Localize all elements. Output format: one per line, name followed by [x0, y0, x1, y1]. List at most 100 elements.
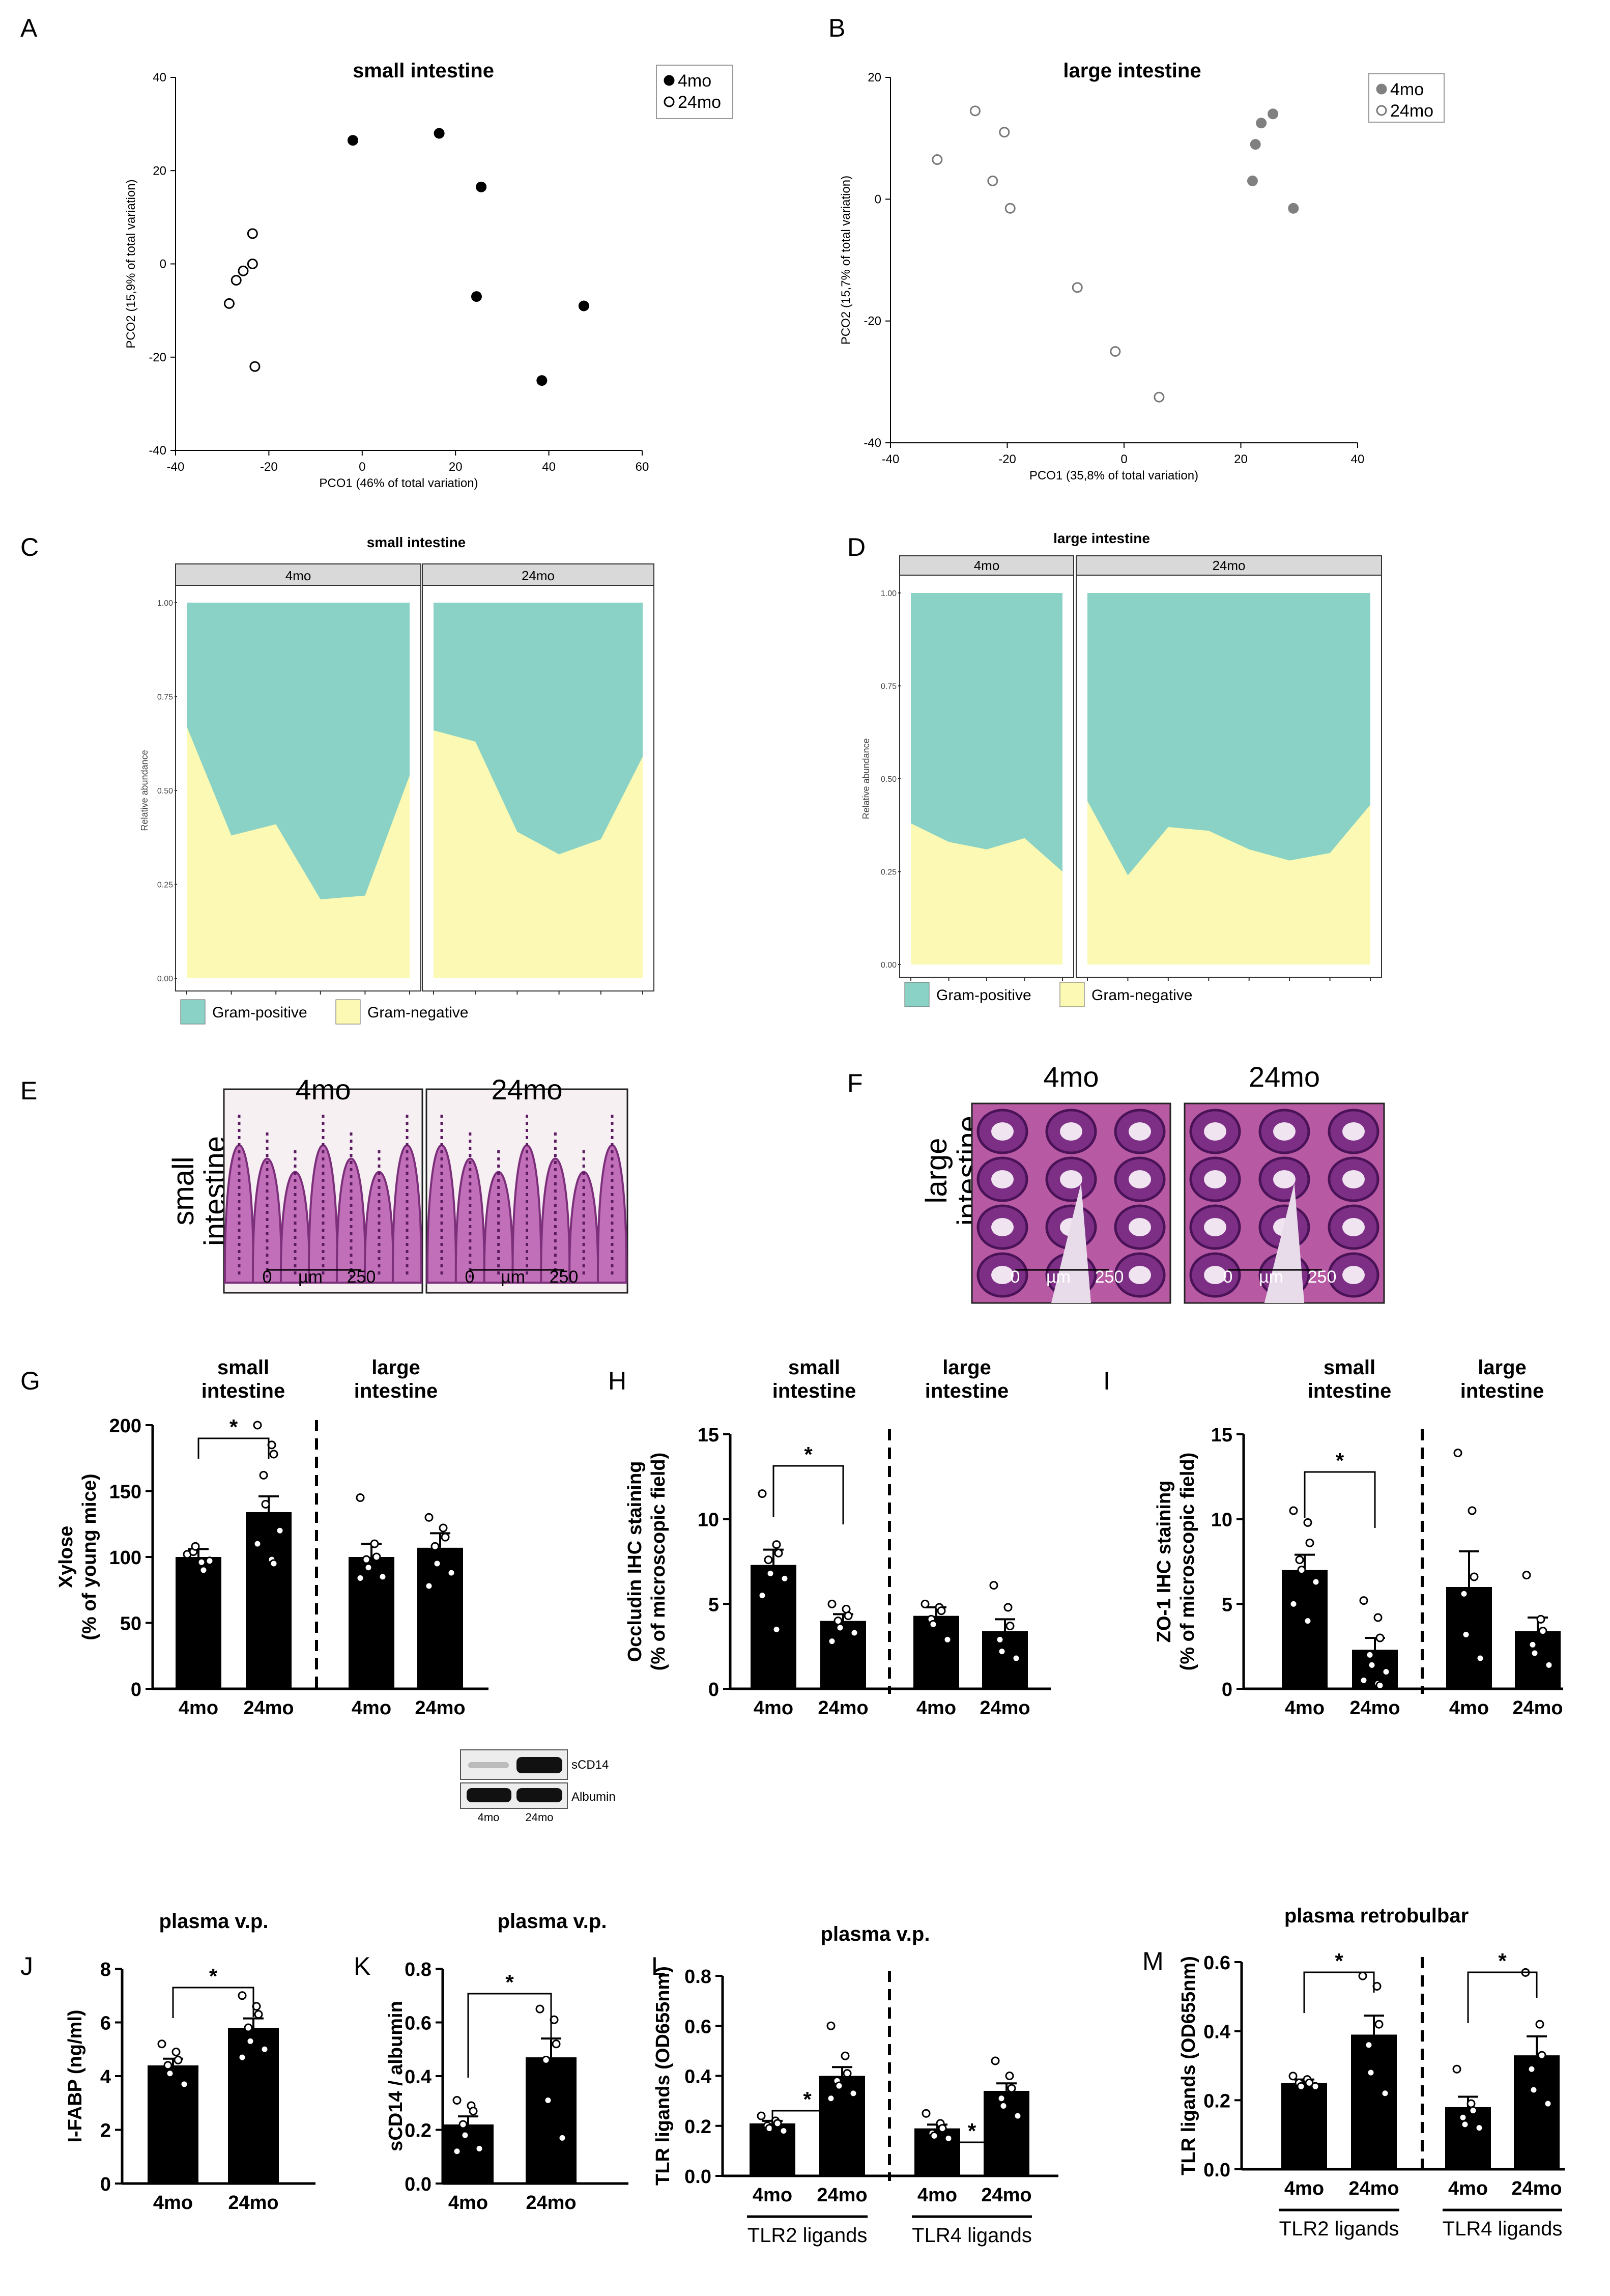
significance-star: * [1498, 1949, 1507, 1973]
data-point [543, 2095, 553, 2105]
legend-label: 24mo [1390, 101, 1433, 121]
panel-letter: M [1142, 1947, 1164, 1975]
chart-title: small intestine [367, 534, 466, 550]
crypt-lumen [1273, 1170, 1296, 1188]
y-tick-label: 15 [698, 1425, 719, 1446]
y-axis-label: (% of microscopic field) [648, 1453, 669, 1671]
crypt-lumen [1342, 1266, 1365, 1284]
bar [349, 1557, 394, 1689]
x-tick-label: 24mo [1512, 1697, 1563, 1719]
data-point [247, 259, 258, 269]
x-tick-label: 24mo [415, 1697, 465, 1719]
data-point [932, 154, 943, 165]
data-point [826, 2094, 836, 2103]
data-point [1303, 1617, 1312, 1626]
data-point [1375, 1681, 1385, 1690]
crypt-lumen [1060, 1122, 1082, 1141]
chart-title: plasma v.p. [821, 1923, 930, 1945]
blot-band-label: Albumin [571, 1790, 616, 1804]
crypt-lumen [1342, 1170, 1365, 1188]
data-point [254, 2010, 263, 2019]
panel-letter: K [354, 1952, 370, 1980]
group-header: large [1478, 1356, 1527, 1379]
crypt-lumen [1129, 1122, 1151, 1141]
scale-label: 0 [263, 1267, 272, 1287]
x-tick-label: 24mo [526, 2192, 576, 2214]
data-point [773, 2119, 782, 2128]
data-point [1005, 2072, 1014, 2080]
significance-bracket [197, 1437, 270, 1459]
data-point [261, 1499, 270, 1509]
data-point [991, 2056, 1000, 2065]
y-tick-label: 0.8 [684, 1966, 711, 1988]
y-tick-label: -40 [149, 444, 166, 458]
bar [417, 1547, 463, 1689]
crypt-lumen [1342, 1122, 1365, 1141]
crypt-lumen [1204, 1170, 1226, 1188]
x-tick-label: 40 [1351, 452, 1365, 466]
legend-label: Gram-positive [212, 1004, 307, 1021]
y-tick-label: 150 [109, 1482, 141, 1503]
bar-panel-G: G 0 50 100 150 200 Xylose (% of young mice) 4mo 2… [20, 1356, 488, 1719]
bar-panel-H: H 0 5 10 15 Occludin IHC staining (% of micros… [608, 1356, 1051, 1719]
data-point [259, 1470, 268, 1480]
y-tick-label: 0.4 [1203, 2022, 1230, 2043]
y-tick-label: 0 [875, 192, 881, 206]
y-axis-label: I-FABP (ng/ml) [65, 2009, 86, 2142]
x-tick-label: 24mo [1348, 2178, 1399, 2199]
y-tick-label: 5 [708, 1594, 719, 1615]
bar [1281, 2083, 1327, 2169]
data-point [238, 2053, 247, 2062]
data-point [1535, 2020, 1544, 2029]
data-point [246, 2036, 255, 2046]
x-tick-label: -20 [260, 460, 278, 474]
legend-marker [664, 75, 675, 86]
data-point [1453, 1449, 1462, 1458]
data-point [269, 1559, 278, 1568]
data-point [1522, 1571, 1531, 1580]
y-tick-label: 0.75 [157, 693, 173, 702]
chart-title: plasma v.p. [498, 1910, 607, 1933]
data-point [1475, 2123, 1484, 2133]
data-point [461, 2131, 470, 2140]
data-point [1467, 2099, 1476, 2108]
data-point [1528, 1640, 1537, 1649]
significance-star: * [803, 2087, 812, 2111]
legend-label: Gram-negative [367, 1004, 468, 1021]
data-point [469, 2107, 478, 2116]
data-point [157, 2039, 166, 2049]
significance-star: * [505, 1970, 514, 1994]
data-point [1373, 1613, 1383, 1622]
y-tick-label: 200 [109, 1415, 141, 1437]
data-point [249, 361, 261, 372]
y-axis-label: Relative abundance [861, 738, 871, 819]
y-tick-label: -20 [149, 351, 166, 364]
blot-band-label: sCD14 [571, 1758, 609, 1772]
bar [982, 1631, 1028, 1689]
x-tick-label: 60 [636, 460, 649, 474]
band-albumin-4mo [467, 1788, 511, 1802]
crypt-lumen [1204, 1122, 1226, 1141]
group-header: intestine [772, 1380, 856, 1402]
panel-letter: F [847, 1069, 863, 1097]
data-point [1256, 118, 1267, 129]
legend-label: 24mo [678, 93, 721, 112]
x-tick-label: 4mo [916, 1697, 956, 1719]
y-axis-label: sCD14 / albumin [385, 2001, 407, 2151]
facet-strip [1076, 555, 1382, 576]
x-tick-label: 24mo [243, 1697, 294, 1719]
chart-title: large intestine [1053, 530, 1150, 546]
data-point [779, 2127, 788, 2136]
data-point [180, 2080, 189, 2089]
x-tick-label: 4mo [1448, 2178, 1488, 2199]
data-point [997, 1647, 1007, 1656]
bar [526, 2057, 577, 2184]
y-axis-label: TLR ligands (OD655nm) [652, 1966, 674, 2186]
data-point [921, 1599, 930, 1608]
data-point [1538, 1627, 1547, 1636]
data-point [1476, 1654, 1485, 1663]
x-tick-label: 4mo [753, 2185, 792, 2206]
lumen [1264, 1183, 1305, 1303]
significance-bracket [772, 1465, 844, 1524]
